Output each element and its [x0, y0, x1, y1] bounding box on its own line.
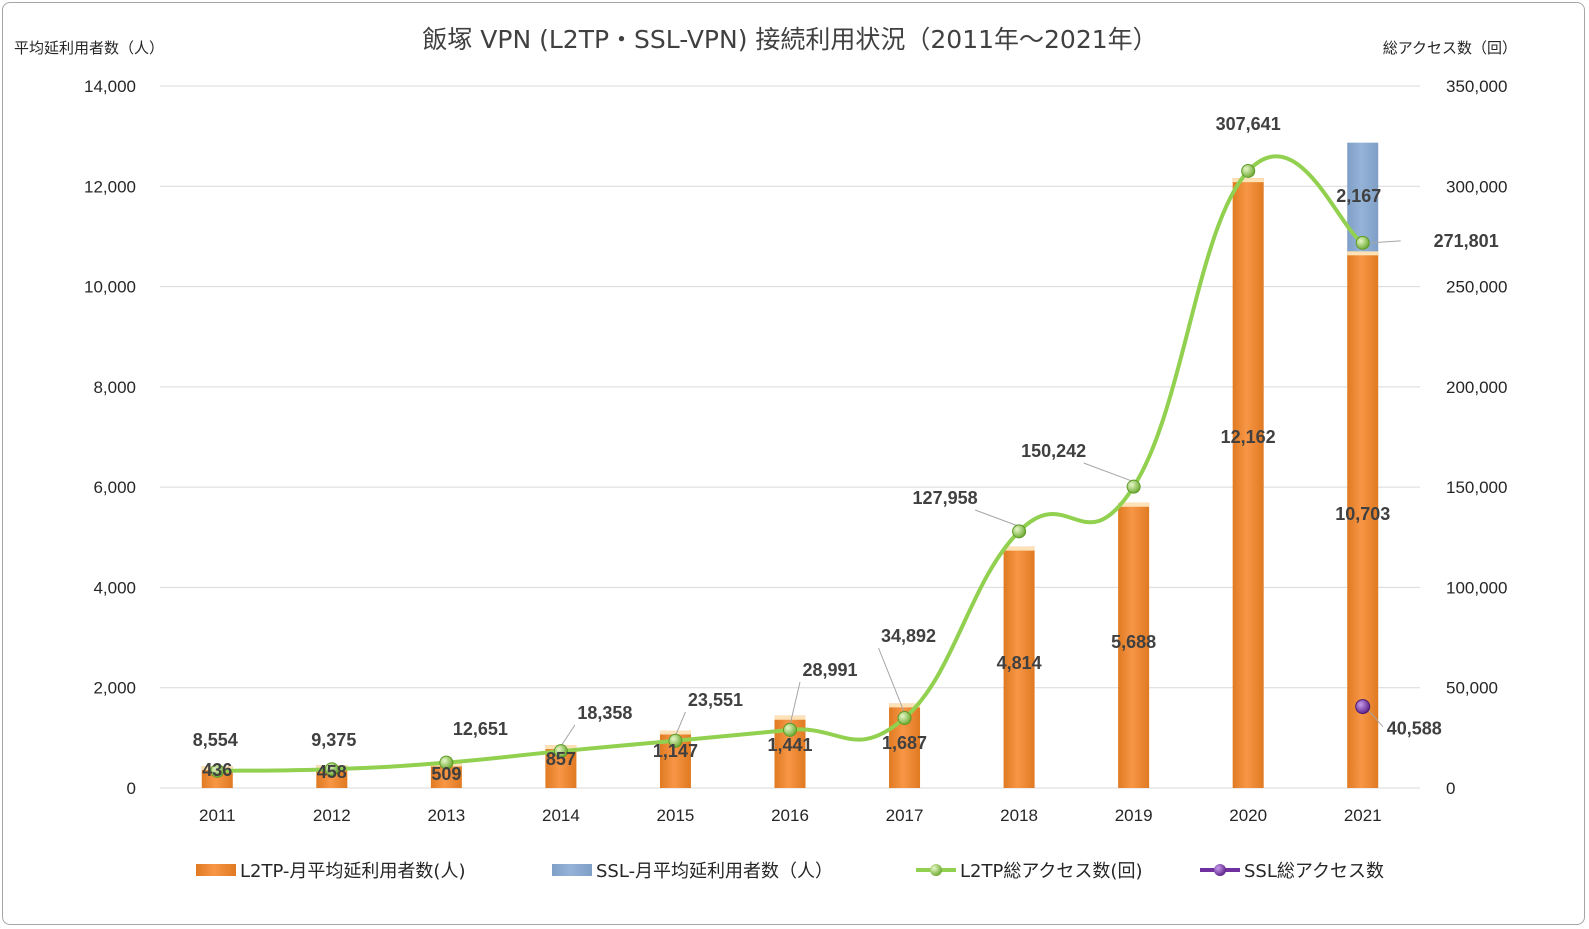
y-left-tick-label: 10,000 [84, 278, 136, 297]
l2tp-bar-cap [1232, 178, 1264, 183]
legend-marker [930, 864, 942, 876]
l2tp-access-value-label: 127,958 [913, 488, 978, 508]
l2tp-bar-cap [659, 730, 691, 735]
leader-line [974, 509, 1020, 527]
x-tick-label: 2012 [313, 806, 351, 825]
l2tp-bar-value-label: 509 [431, 764, 461, 784]
l2tp-access-value-label: 271,801 [1434, 231, 1499, 251]
y-right-tick-label: 100,000 [1446, 578, 1507, 597]
leader-line [674, 711, 686, 736]
l2tp-bar [1003, 546, 1035, 788]
legend-item-l2tp-users: L2TP-月平均延利用者数(人) [196, 861, 465, 882]
leader-line [878, 647, 906, 714]
leader-line [560, 724, 576, 747]
l2tp-bar-value-label: 1,687 [882, 733, 927, 753]
l2tp-bar-value-label: 12,162 [1221, 427, 1276, 447]
y-right-tick-label: 350,000 [1446, 77, 1507, 96]
x-tick-label: 2018 [1000, 806, 1038, 825]
l2tp-access-point [1241, 163, 1256, 178]
l2tp-access-value-label: 18,358 [577, 703, 632, 723]
x-tick-label: 2017 [886, 806, 924, 825]
legend-swatch [552, 864, 592, 876]
leader-line [1083, 462, 1134, 483]
x-tick-label: 2014 [542, 806, 580, 825]
legend-label: L2TP総アクセス数(回) [960, 861, 1142, 882]
ssl-access-point [1355, 699, 1371, 715]
legend-item-l2tp-access: L2TP総アクセス数(回) [916, 861, 1142, 882]
l2tp-access-point [897, 711, 912, 726]
l2tp-access-line [217, 154, 1364, 773]
legend-marker [1214, 864, 1226, 876]
l2tp-access-value-label: 28,991 [802, 660, 857, 680]
l2tp-access-point [553, 744, 568, 759]
y-left-tick-label: 6,000 [93, 478, 136, 497]
l2tp-bar-cap [1347, 251, 1379, 256]
l2tp-access-point [1126, 479, 1141, 494]
ssl-bar-value-label: 2,167 [1336, 186, 1381, 206]
l2tp-access-value-label: 150,242 [1021, 441, 1086, 461]
y-right-tick-label: 250,000 [1446, 278, 1507, 297]
y-left-tick-label: 2,000 [93, 679, 136, 698]
y-left-tick-label: 4,000 [93, 578, 136, 597]
l2tp-access-point [439, 755, 454, 770]
l2tp-access-point [783, 722, 797, 737]
l2tp-bar-value-label: 1,147 [653, 741, 698, 761]
x-tick-label: 2013 [427, 806, 465, 825]
x-tick-label: 2020 [1229, 806, 1267, 825]
l2tp-access-value-label: 307,641 [1216, 114, 1281, 134]
y-left-tick-label: 8,000 [93, 378, 136, 397]
x-tick-label: 2019 [1115, 806, 1153, 825]
y-left-tick-label: 0 [127, 779, 136, 798]
y-left-axis-title: 平均延利用者数（人） [14, 39, 164, 57]
legend-label: SSL総アクセス数 [1244, 861, 1384, 882]
l2tp-bar-value-label: 1,441 [767, 735, 812, 755]
legend-label: L2TP-月平均延利用者数(人) [240, 861, 465, 882]
l2tp-access-value-label: 23,551 [688, 690, 743, 710]
x-tick-label: 2016 [771, 806, 809, 825]
legend-swatch [196, 864, 236, 876]
y-left-tick-label: 12,000 [84, 177, 136, 196]
l2tp-access-value-label: 34,892 [881, 626, 936, 646]
x-tick-label: 2021 [1344, 806, 1382, 825]
leader-line [1370, 240, 1401, 244]
x-tick-label: 2011 [199, 806, 236, 825]
y-right-tick-label: 200,000 [1446, 378, 1507, 397]
y-right-tick-label: 0 [1446, 779, 1455, 798]
l2tp-access-value-label: 8,554 [193, 730, 238, 750]
l2tp-access-value-label: 12,651 [453, 719, 508, 739]
l2tp-access-point [1012, 524, 1027, 539]
l2tp-access-point [1355, 235, 1370, 250]
l2tp-bar-value-label: 458 [317, 762, 347, 782]
l2tp-access-point [324, 762, 339, 777]
l2tp-bar-value-label: 4,814 [997, 653, 1042, 673]
l2tp-bar-cap [889, 703, 921, 708]
l2tp-bar-cap [1003, 546, 1035, 551]
x-tick-label: 2015 [657, 806, 695, 825]
legend-item-ssl-users: SSL-月平均延利用者数（人） [552, 861, 833, 882]
l2tp-bar-value-label: 5,688 [1111, 632, 1156, 652]
l2tp-bar [1232, 178, 1264, 788]
l2tp-access-point [668, 733, 683, 748]
chart-title: 飯塚 VPN (L2TP・SSL-VPN) 接続利用状況（2011年～2021年… [422, 25, 1157, 54]
l2tp-bar-value-label: 436 [202, 760, 232, 780]
l2tp-bar [1118, 502, 1150, 788]
l2tp-bar [1347, 251, 1379, 789]
y-right-tick-label: 50,000 [1446, 679, 1498, 698]
l2tp-bar-value-label: 857 [546, 749, 576, 769]
l2tp-bar-value-label: 10,703 [1335, 504, 1390, 524]
l2tp-access-point [210, 763, 225, 778]
l2tp-bar-cap [774, 715, 806, 720]
leader-line [789, 681, 801, 725]
legend-item-ssl-access: SSL総アクセス数 [1200, 861, 1384, 882]
y-right-tick-label: 300,000 [1446, 177, 1507, 196]
l2tp-bar-cap [1118, 502, 1150, 507]
ssl-access-value-label: 40,588 [1387, 719, 1442, 739]
y-right-axis-title: 総アクセス数（回） [1383, 39, 1517, 57]
y-right-tick-label: 150,000 [1446, 478, 1507, 497]
l2tp-access-value-label: 9,375 [311, 730, 356, 750]
legend-label: SSL-月平均延利用者数（人） [596, 861, 833, 882]
y-left-tick-label: 14,000 [84, 77, 136, 96]
leader-line [1368, 710, 1384, 727]
